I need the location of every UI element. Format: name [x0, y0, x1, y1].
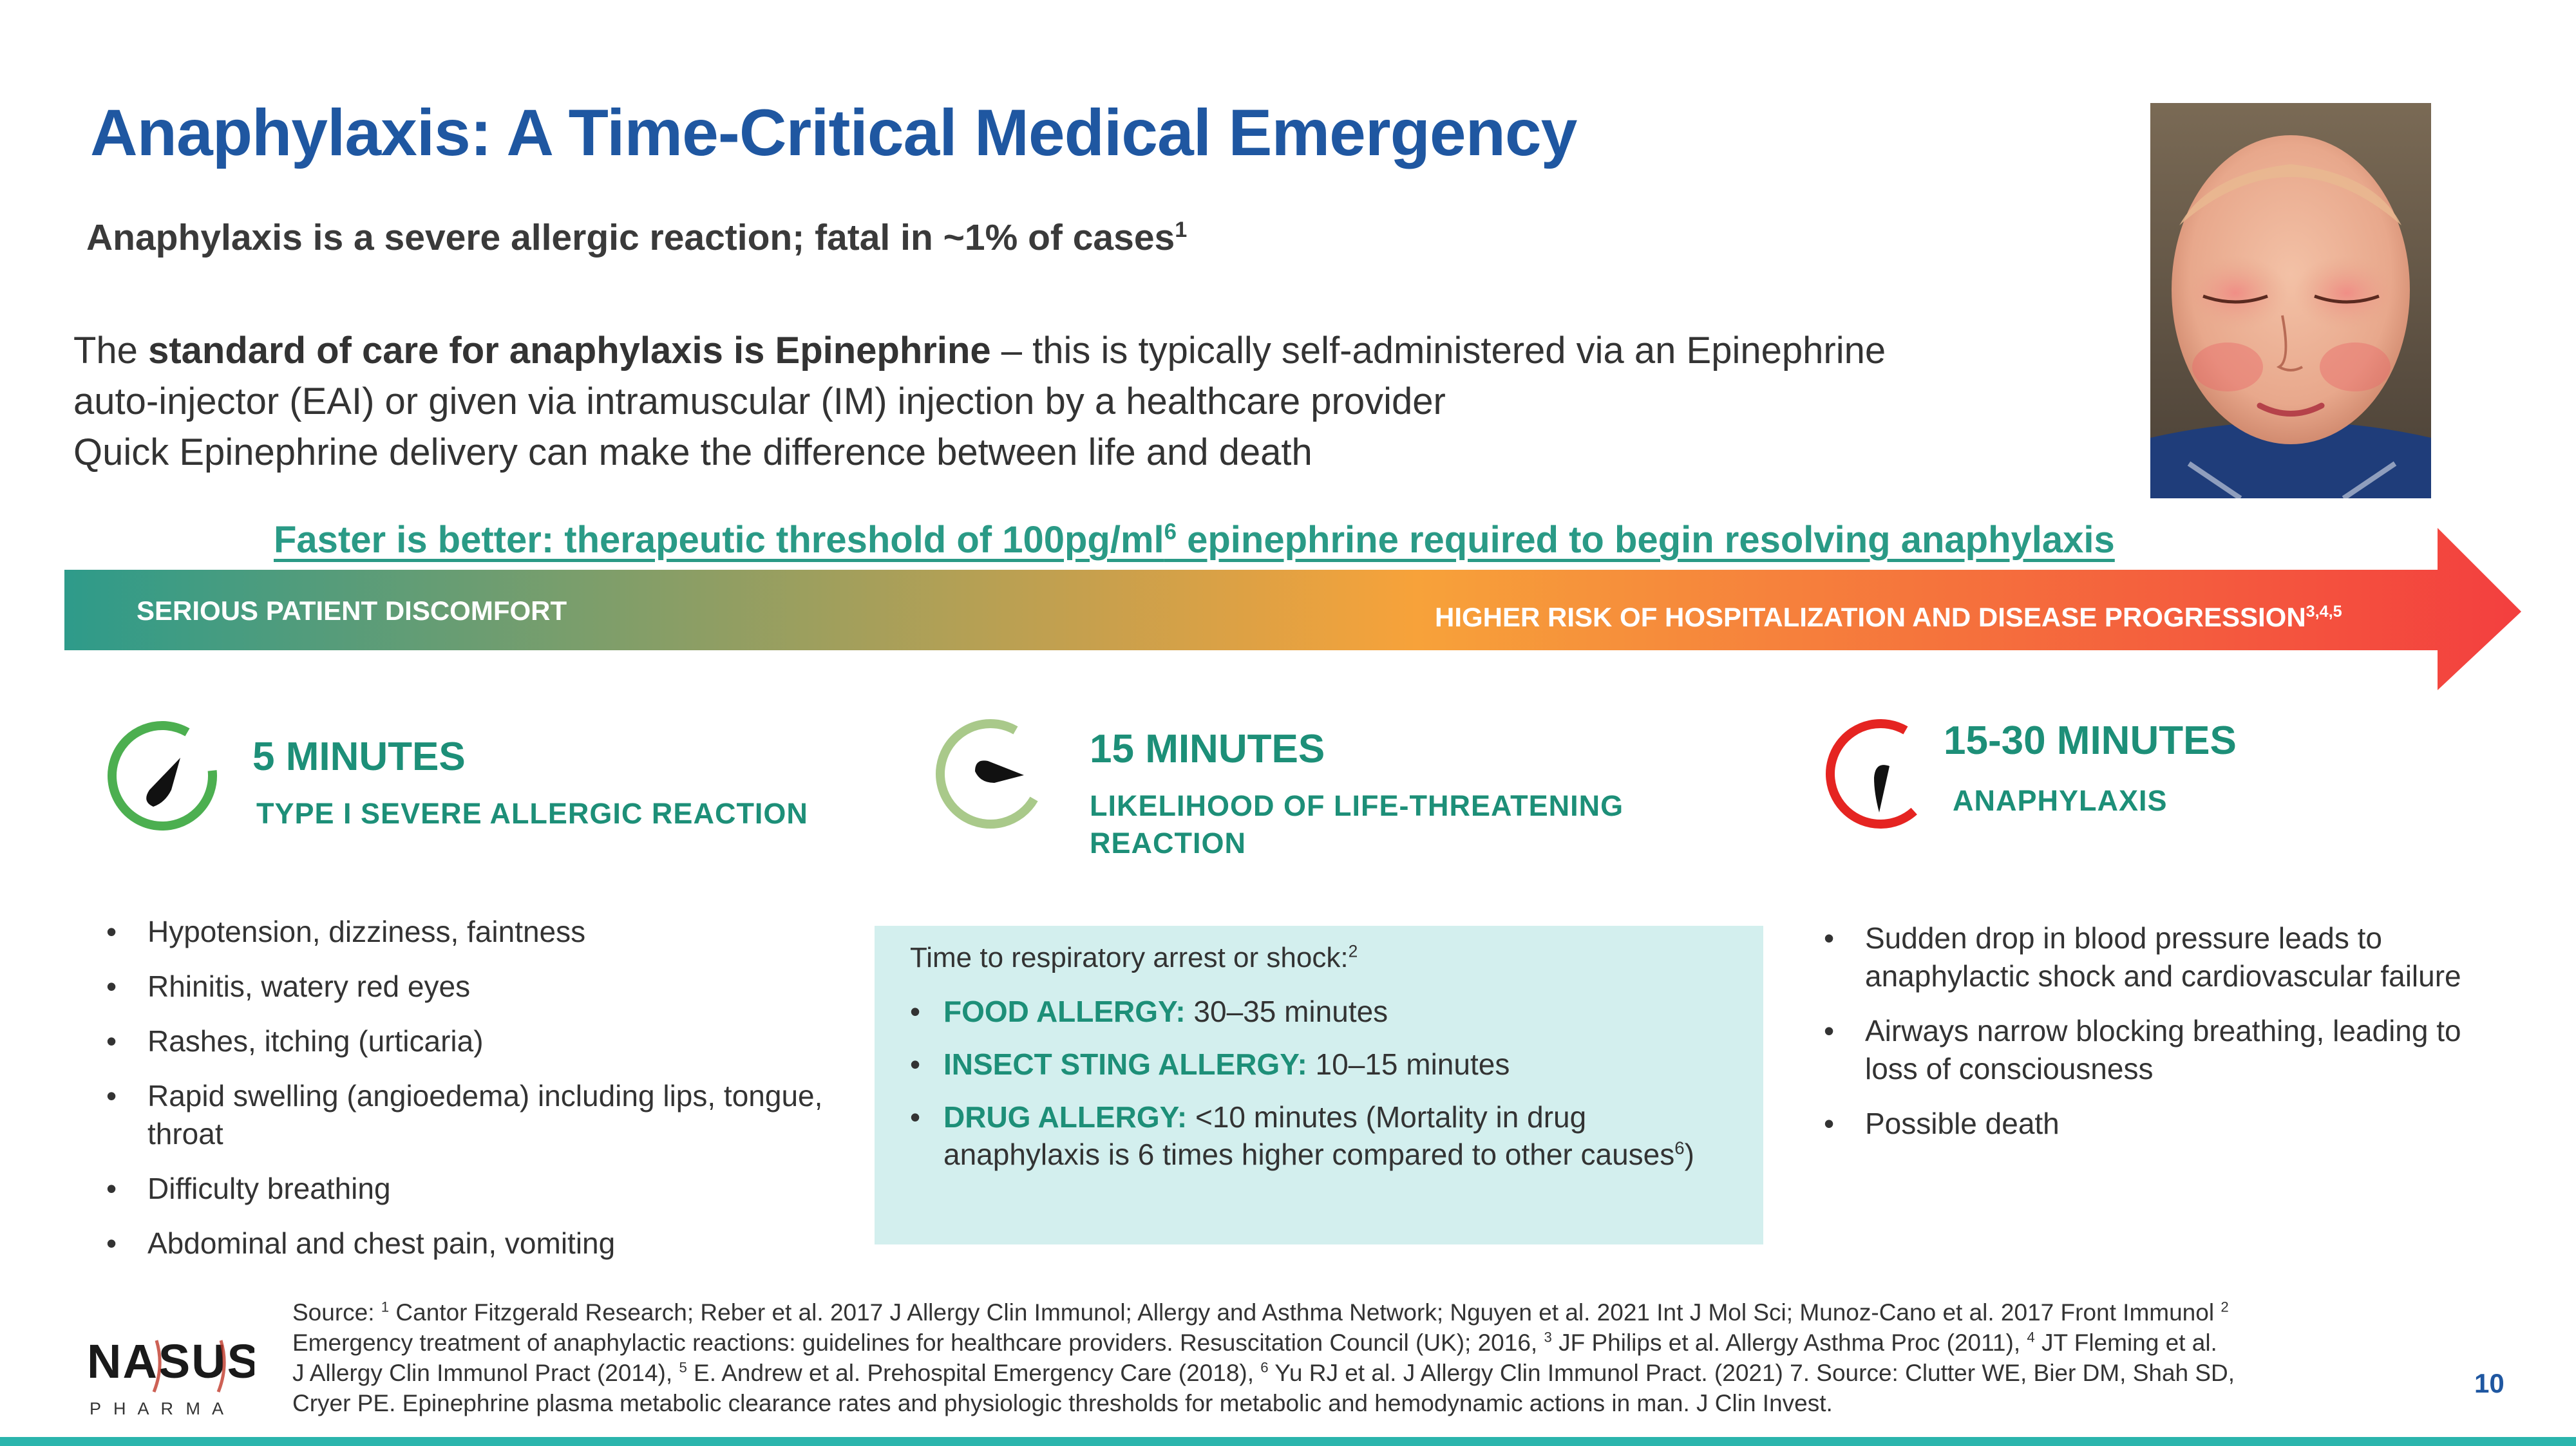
list-item: DRUG ALLERGY: <10 minutes (Mortality in …: [910, 1098, 1731, 1173]
source-ref: 1: [381, 1299, 390, 1315]
source-text: Emergency treatment of anaphylactic reac…: [292, 1329, 1544, 1356]
threshold-pre: Faster is better: therapeutic threshold …: [274, 519, 1164, 561]
list-item: Possible death: [1824, 1105, 2506, 1143]
stage-1-time: 5 MINUTES: [252, 735, 466, 779]
subtitle-ref: 1: [1175, 218, 1188, 242]
source-ref: 5: [679, 1359, 687, 1376]
food-allergy-label: FOOD ALLERGY:: [943, 995, 1186, 1028]
source-text: Yu RJ et al. J Allergy Clin Immunol Prac…: [1268, 1360, 2235, 1386]
intro-l1-pre: The: [73, 330, 149, 371]
allergy-time-list: FOOD ALLERGY: 30–35 minutes INSECT STING…: [910, 993, 1731, 1173]
list-item: INSECT STING ALLERGY: 10–15 minutes: [910, 1046, 1731, 1083]
stopwatch-icon-15-min: [936, 719, 1038, 829]
progression-arrow: [64, 528, 2521, 690]
box-intro-text: Time to respiratory arrest or shock:: [910, 942, 1349, 973]
list-item: Rhinitis, watery red eyes: [106, 968, 879, 1006]
arrow-right-label: HIGHER RISK OF HOSPITALIZATION AND DISEA…: [1435, 602, 2342, 633]
subtitle: Anaphylaxis is a severe allergic reactio…: [86, 216, 1187, 259]
list-item: Sudden drop in blood pressure leads to a…: [1824, 919, 2506, 995]
source-line-1: Source: 1 Cantor Fitzgerald Research; Re…: [292, 1297, 2405, 1328]
arrow-right-text: HIGHER RISK OF HOSPITALIZATION AND DISEA…: [1435, 602, 2306, 632]
stopwatch-icon-15-30-min: [1826, 719, 1917, 829]
stage-3-time: 15-30 MINUTES: [1944, 718, 2237, 763]
logo-subtext: P H A R M A: [90, 1399, 227, 1418]
source-text: J Allergy Clin Immunol Pract (2014),: [292, 1360, 679, 1386]
stage-2-time: 15 MINUTES: [1090, 727, 1325, 771]
arrow-left-label: SERIOUS PATIENT DISCOMFORT: [137, 596, 567, 626]
patient-photo: [2150, 103, 2431, 498]
subtitle-text: Anaphylaxis is a severe allergic reactio…: [86, 217, 1175, 258]
source-line-3: J Allergy Clin Immunol Pract (2014), 5 E…: [292, 1358, 2405, 1388]
threshold-headline: Faster is better: therapeutic threshold …: [274, 518, 2115, 561]
source-ref: 2: [2221, 1299, 2229, 1315]
stage-2-label: LIKELIHOOD OF LIFE-THREATENING REACTION: [1090, 789, 1624, 859]
intro-l1-bold: standard of care for anaphylaxis is Epin…: [148, 330, 991, 371]
box-intro-ref: 2: [1348, 941, 1358, 961]
source-text: JT Fleming et al.: [2034, 1329, 2217, 1356]
intro-line-2: auto-injector (EAI) or given via intramu…: [73, 380, 1446, 422]
insect-allergy-text: 10–15 minutes: [1307, 1047, 1510, 1081]
stopwatch-icon-5-min: [108, 721, 217, 831]
list-item: Abdominal and chest pain, vomiting: [106, 1225, 879, 1263]
drug-allergy-ref: 6: [1674, 1138, 1685, 1158]
intro-l1-post: – this is typically self-administered vi…: [990, 330, 1886, 371]
arrow-right-ref: 3,4,5: [2306, 603, 2342, 621]
stage-3-symptom-list: Sudden drop in blood pressure leads to a…: [1824, 919, 2506, 1160]
list-item: FOOD ALLERGY: 30–35 minutes: [910, 993, 1731, 1030]
nasus-pharma-logo: NASUS P H A R M A: [87, 1335, 254, 1418]
page-number: 10: [2474, 1368, 2505, 1398]
insect-allergy-label: INSECT STING ALLERGY:: [943, 1047, 1307, 1081]
intro-line-1: The standard of care for anaphylaxis is …: [73, 325, 2121, 376]
intro-line-3: Quick Epinephrine delivery can make the …: [73, 431, 1312, 473]
source-line-4: Cryer PE. Epinephrine plasma metabolic c…: [292, 1390, 1833, 1416]
list-item: Rapid swelling (angioedema) including li…: [106, 1077, 879, 1153]
list-item: Airways narrow blocking breathing, leadi…: [1824, 1012, 2506, 1088]
source-ref: 6: [1260, 1359, 1269, 1376]
page-title: Anaphylaxis: A Time-Critical Medical Eme…: [90, 96, 1577, 169]
drug-allergy-label: DRUG ALLERGY:: [943, 1100, 1188, 1134]
logo-wordmark: NASUS: [87, 1335, 254, 1388]
list-item: Hypotension, dizziness, faintness: [106, 913, 879, 951]
list-item: Difficulty breathing: [106, 1170, 879, 1208]
source-text: Cantor Fitzgerald Research; Reber et al.…: [389, 1299, 2221, 1326]
threshold-post: epinephrine required to begin resolving …: [1177, 519, 2115, 561]
source-ref: 3: [1544, 1329, 1552, 1346]
stage-1-label: TYPE I SEVERE ALLERGIC REACTION: [256, 797, 808, 830]
threshold-ref: 6: [1164, 519, 1177, 545]
source-ref: 4: [2027, 1329, 2035, 1346]
intro-paragraph: The standard of care for anaphylaxis is …: [73, 325, 2121, 478]
source-text: E. Andrew et al. Prehospital Emergency C…: [687, 1360, 1261, 1386]
source-text: JF Philips et al. Allergy Asthma Proc (2…: [1551, 1329, 2027, 1356]
box-intro: Time to respiratory arrest or shock:2: [910, 939, 1731, 977]
bottom-accent-bar: [0, 1437, 2576, 1446]
list-item: Rashes, itching (urticaria): [106, 1022, 879, 1060]
source-citations: Source: 1 Cantor Fitzgerald Research; Re…: [292, 1297, 2405, 1418]
stage-1-symptom-list: Hypotension, dizziness, faintness Rhinit…: [106, 913, 879, 1279]
source-line-2: Emergency treatment of anaphylactic reac…: [292, 1328, 2405, 1358]
respiratory-arrest-box: Time to respiratory arrest or shock:2 FO…: [875, 926, 1763, 1244]
stage-3-label: ANAPHYLAXIS: [1953, 784, 2168, 817]
source-text: Source:: [292, 1299, 381, 1326]
food-allergy-text: 30–35 minutes: [1185, 995, 1388, 1028]
drug-allergy-tail: ): [1684, 1138, 1694, 1171]
drug-allergy-text: <10 minutes (Mortality in drug anaphylax…: [943, 1100, 1675, 1171]
